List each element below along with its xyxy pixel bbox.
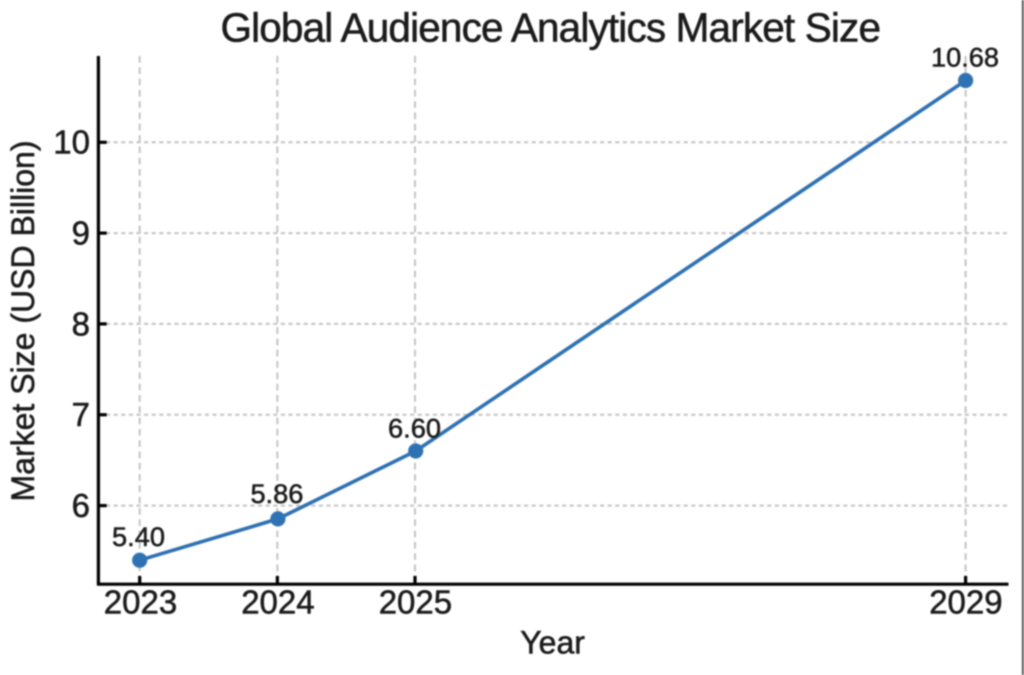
svg-text:10.68: 10.68 bbox=[931, 41, 999, 72]
svg-text:10: 10 bbox=[53, 124, 90, 161]
svg-text:Global Audience Analytics Mark: Global Audience Analytics Market Size bbox=[220, 5, 880, 51]
svg-text:2029: 2029 bbox=[929, 584, 1002, 621]
svg-text:2024: 2024 bbox=[241, 584, 314, 621]
svg-text:Market Size (USD Billion): Market Size (USD Billion) bbox=[5, 141, 41, 502]
svg-text:6.60: 6.60 bbox=[388, 413, 441, 444]
svg-text:2023: 2023 bbox=[104, 584, 177, 621]
svg-text:2025: 2025 bbox=[379, 584, 452, 621]
svg-text:Year: Year bbox=[520, 625, 585, 661]
svg-text:6: 6 bbox=[72, 487, 90, 524]
svg-text:7: 7 bbox=[72, 396, 90, 433]
svg-text:9: 9 bbox=[72, 214, 90, 251]
svg-text:5.40: 5.40 bbox=[112, 521, 165, 552]
svg-text:8: 8 bbox=[72, 305, 90, 342]
svg-text:5.86: 5.86 bbox=[250, 478, 303, 509]
